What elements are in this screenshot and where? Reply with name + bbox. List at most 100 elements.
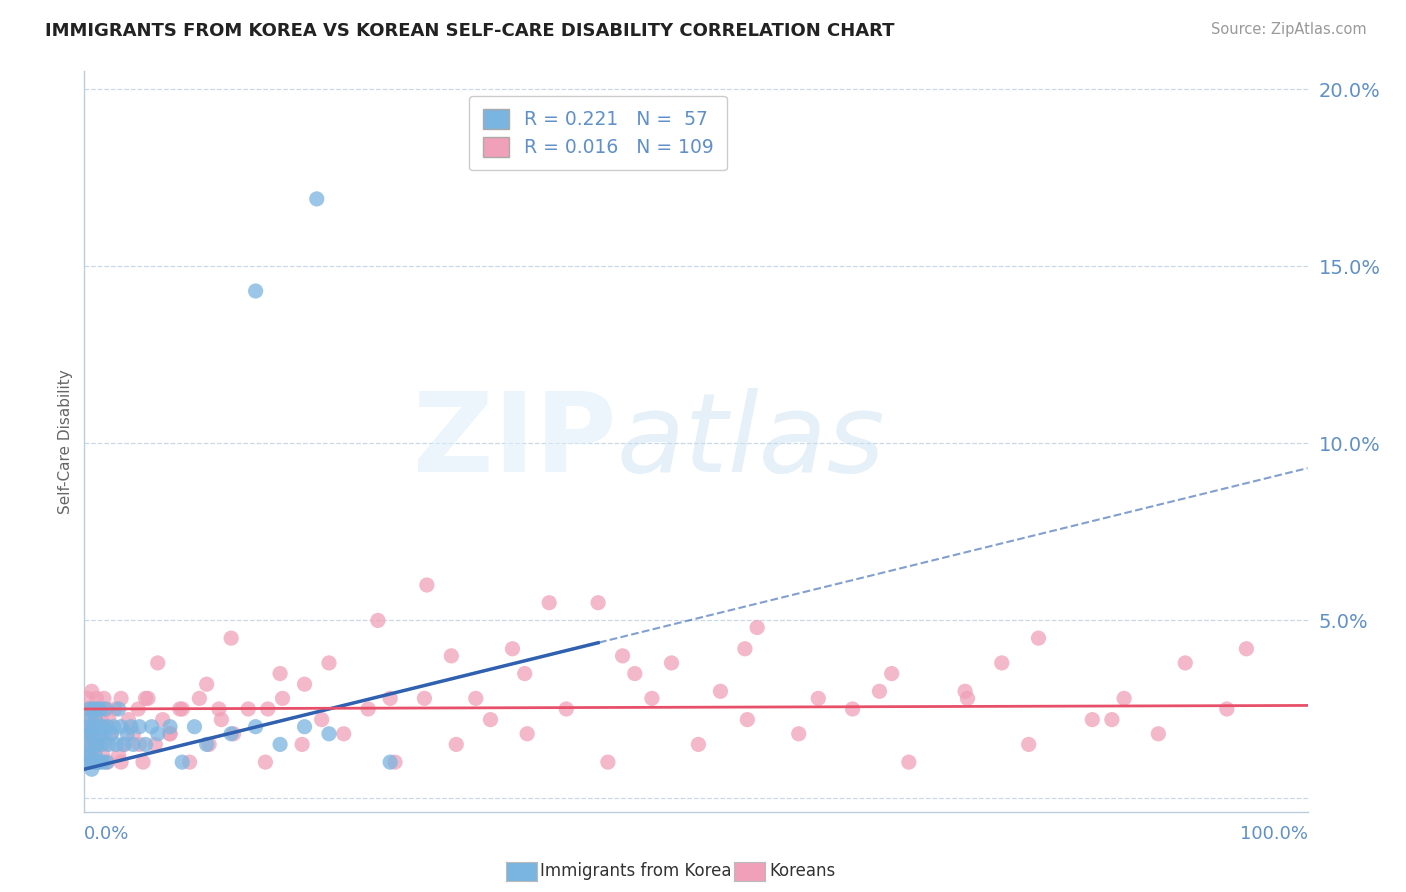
Point <box>89 702 111 716</box>
Point <box>82 727 104 741</box>
Point <box>953 684 976 698</box>
Point <box>80 727 103 741</box>
Point <box>318 727 340 741</box>
Text: Source: ZipAtlas.com: Source: ZipAtlas.com <box>1211 22 1367 37</box>
Point <box>209 713 232 727</box>
Point <box>159 720 181 734</box>
Point <box>76 738 98 752</box>
Point <box>77 720 100 734</box>
Point <box>787 727 810 741</box>
Point <box>135 691 157 706</box>
Point <box>641 691 664 706</box>
Point <box>245 284 267 298</box>
Point <box>367 614 389 628</box>
Point <box>195 738 218 752</box>
Point <box>100 727 122 741</box>
Point <box>195 677 218 691</box>
Legend: R = 0.221   N =  57, R = 0.016   N = 109: R = 0.221 N = 57, R = 0.016 N = 109 <box>470 95 727 170</box>
Point <box>709 684 731 698</box>
Point <box>257 702 280 716</box>
Point <box>79 713 101 727</box>
Point <box>77 755 100 769</box>
Point <box>96 755 118 769</box>
Point <box>103 720 125 734</box>
Point <box>479 713 502 727</box>
Point <box>107 747 129 762</box>
Text: ZIP: ZIP <box>413 388 616 495</box>
Point <box>136 691 159 706</box>
Point <box>91 755 114 769</box>
Point <box>80 755 103 769</box>
Point <box>87 720 110 734</box>
Point <box>318 656 340 670</box>
Point <box>219 631 242 645</box>
Point <box>122 727 145 741</box>
Point <box>132 755 155 769</box>
Point <box>128 720 150 734</box>
Point <box>77 727 100 741</box>
Text: Immigrants from Korea: Immigrants from Korea <box>540 863 731 880</box>
Point <box>87 702 110 716</box>
Point <box>87 755 110 769</box>
Point <box>440 648 463 663</box>
Point <box>93 691 115 706</box>
Point <box>97 738 120 752</box>
Point <box>172 702 194 716</box>
Point <box>747 620 769 634</box>
Point <box>305 192 328 206</box>
Point <box>661 656 683 670</box>
Point <box>146 656 169 670</box>
Point <box>105 738 128 752</box>
Point <box>538 596 561 610</box>
Point <box>841 702 863 716</box>
Point <box>596 755 619 769</box>
Point <box>107 702 129 716</box>
Point <box>94 738 117 752</box>
Point <box>90 713 112 727</box>
Point <box>135 738 157 752</box>
Point <box>1216 702 1239 716</box>
Point <box>87 755 110 769</box>
Point <box>87 727 110 741</box>
Point <box>83 747 105 762</box>
Point <box>77 691 100 706</box>
Point <box>291 738 314 752</box>
Point <box>77 713 100 727</box>
Point <box>76 738 98 752</box>
Point <box>880 666 903 681</box>
Point <box>219 727 242 741</box>
Point <box>122 738 145 752</box>
Point <box>120 720 142 734</box>
Point <box>77 702 100 716</box>
Point <box>222 727 245 741</box>
Point <box>82 702 104 716</box>
Point <box>734 641 756 656</box>
Point <box>688 738 710 752</box>
Point <box>94 702 117 716</box>
Point <box>110 720 132 734</box>
Point <box>269 666 291 681</box>
Point <box>75 727 97 741</box>
Point <box>294 720 316 734</box>
Text: atlas: atlas <box>616 388 886 495</box>
Point <box>332 727 354 741</box>
Point <box>612 648 634 663</box>
Point <box>86 738 108 752</box>
Point <box>79 747 101 762</box>
Point <box>80 762 103 776</box>
Point <box>77 747 100 762</box>
Point <box>416 578 439 592</box>
Point <box>380 691 402 706</box>
Point <box>90 738 112 752</box>
Point <box>96 702 118 716</box>
Point <box>141 720 163 734</box>
Point <box>79 702 101 716</box>
Point <box>1081 713 1104 727</box>
Point <box>1101 713 1123 727</box>
Point <box>76 747 98 762</box>
Point <box>79 738 101 752</box>
Point <box>86 702 108 716</box>
Point <box>869 684 891 698</box>
Point <box>76 702 98 716</box>
Point <box>80 684 103 698</box>
